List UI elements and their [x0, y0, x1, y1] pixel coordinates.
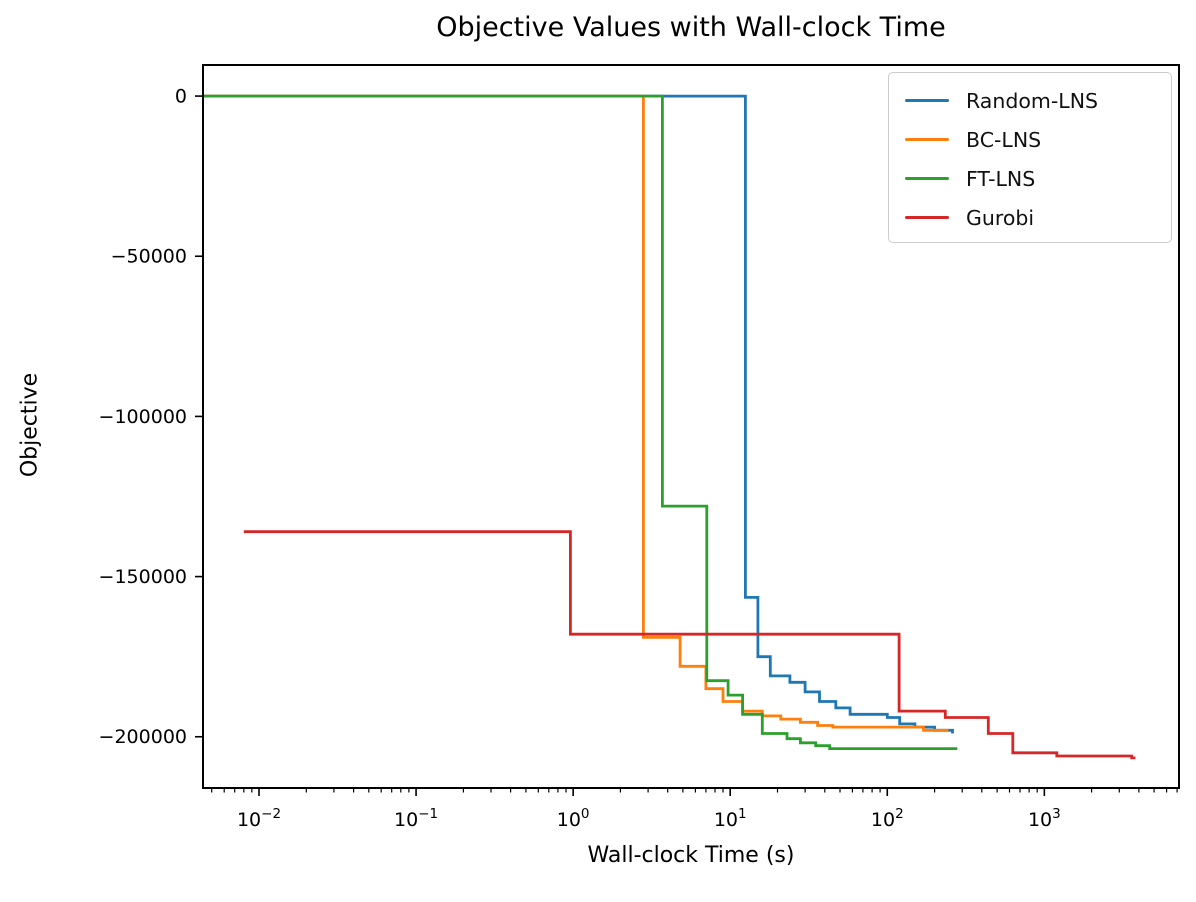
- legend-label: BC-LNS: [966, 127, 1042, 152]
- legend-entry-gurobi: Gurobi: [905, 198, 1171, 237]
- series-line-random-lns: [203, 94, 954, 734]
- y-tick-label: −50000: [111, 246, 187, 268]
- y-axis-label: Objective: [17, 372, 43, 478]
- legend-label: Gurobi: [966, 205, 1035, 230]
- legend-label: Random-LNS: [966, 88, 1099, 113]
- series-line-ft-lns: [203, 94, 958, 750]
- axes-box: [202, 64, 1180, 789]
- x-axis-label: Wall-clock Time (s): [587, 843, 795, 868]
- y-tick-label: −100000: [99, 406, 187, 428]
- x-tick-label: 101: [714, 806, 747, 831]
- chart-title: Objective Values with Wall-clock Time: [436, 12, 946, 43]
- legend-line-sample: [905, 98, 949, 103]
- x-tick-label: 10−1: [394, 806, 438, 831]
- x-tick-label: 100: [557, 806, 590, 831]
- legend-line-sample: [905, 176, 949, 181]
- legend-entry-ft-lns: FT-LNS: [905, 159, 1171, 198]
- y-tick-label: 0: [175, 86, 187, 108]
- x-tick-label: 102: [871, 806, 904, 831]
- legend-line-sample: [905, 215, 949, 220]
- x-tick-label: 10−2: [237, 806, 281, 831]
- series-line-gurobi: [243, 530, 1136, 760]
- legend: Random-LNS BC-LNS FT-LNS Gurobi: [888, 72, 1172, 243]
- y-tick-label: −150000: [99, 566, 187, 588]
- legend-entry-random-lns: Random-LNS: [905, 81, 1171, 120]
- x-tick-label: 103: [1028, 806, 1061, 831]
- y-tick-label: −200000: [99, 726, 187, 748]
- series-group: [203, 94, 1136, 760]
- legend-line-sample: [905, 137, 949, 142]
- legend-label: FT-LNS: [966, 166, 1036, 191]
- legend-entry-bc-lns: BC-LNS: [905, 120, 1171, 159]
